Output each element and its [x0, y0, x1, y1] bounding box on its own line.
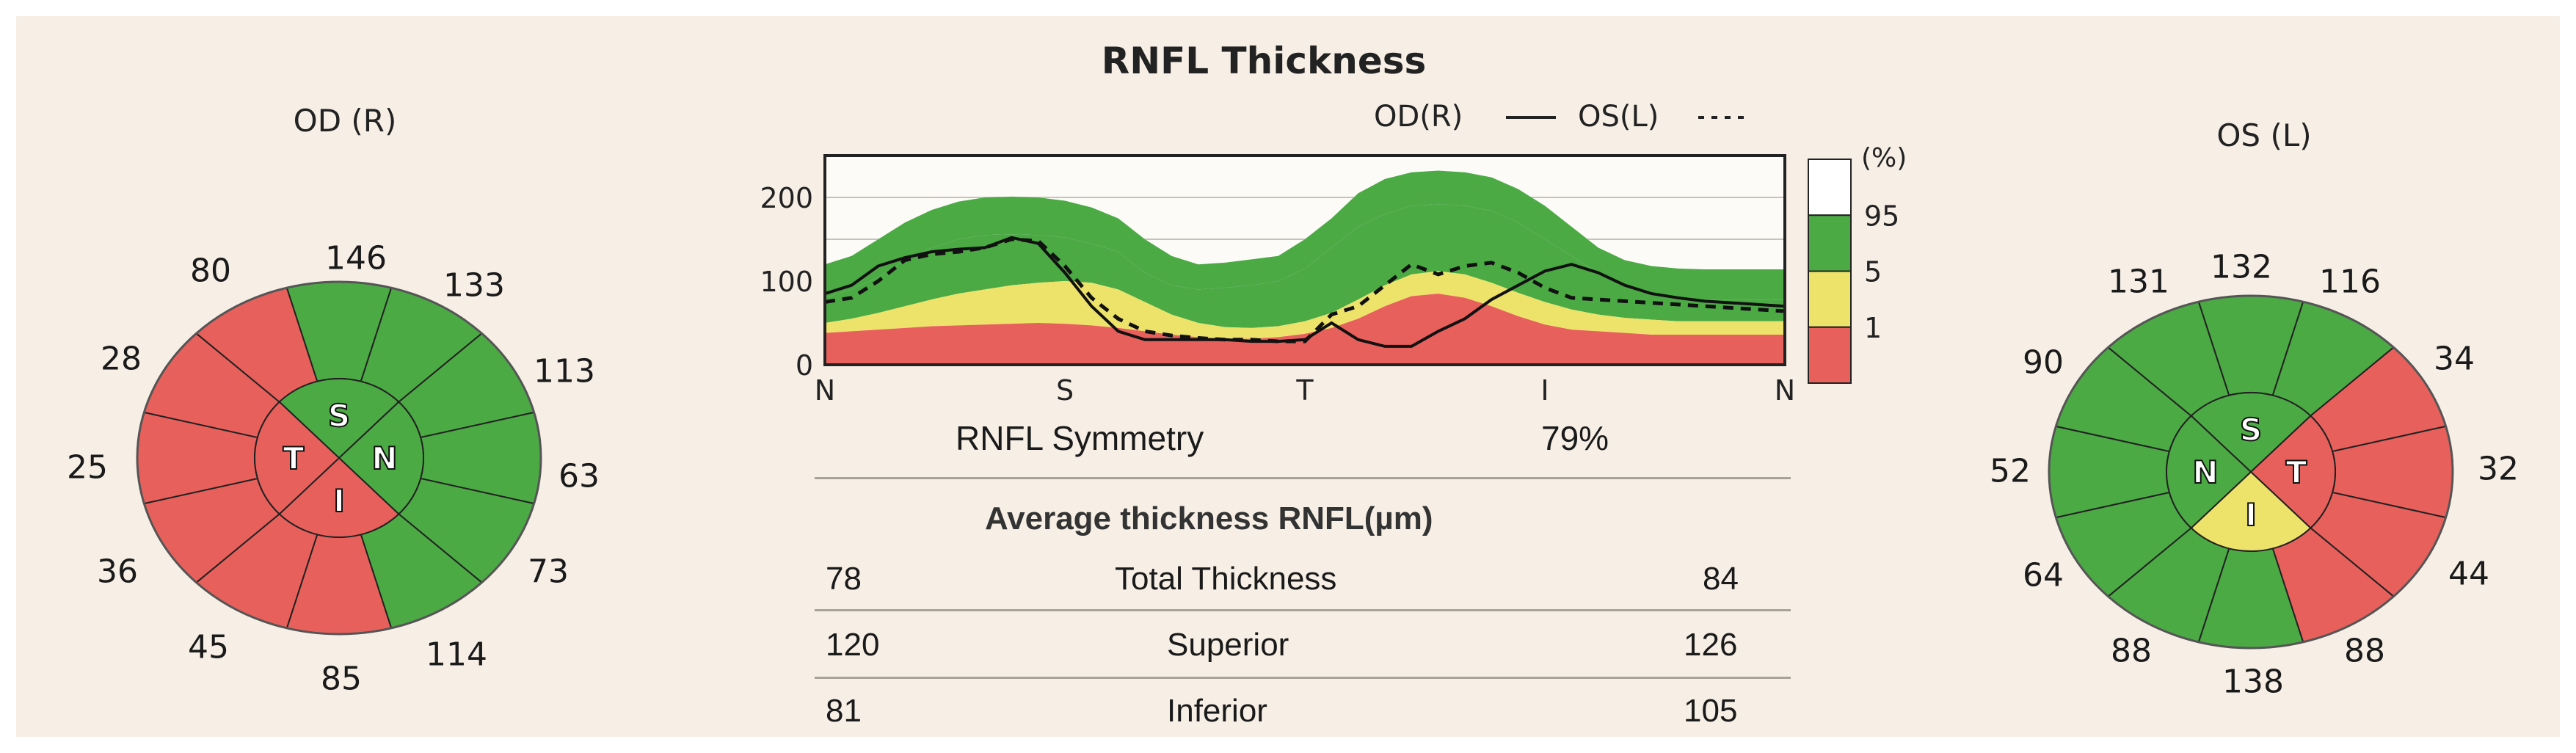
chart-title: RNFL Thickness — [1102, 40, 1427, 82]
band-1-5 — [825, 271, 1785, 339]
quadrant-label: I — [333, 483, 345, 519]
table-row-label: Inferior — [1167, 693, 1267, 729]
scale-label: 1 — [1864, 312, 1882, 344]
scale-unit: (%) — [1861, 143, 1907, 173]
table-od-value: 78 — [826, 561, 862, 597]
os-clock-value: 131 — [2108, 263, 2169, 301]
quadrant-label: S — [2240, 412, 2262, 448]
table-row-label: Superior — [1167, 627, 1289, 663]
divider — [815, 609, 1791, 611]
os-title: OS (L) — [2216, 117, 2312, 153]
band-95-99 — [825, 170, 1785, 300]
symmetry-label: RNFL Symmetry — [956, 419, 1204, 457]
chart-legend: OD(R) OS(L) — [1374, 100, 1744, 134]
symmetry-value: 79% — [1541, 419, 1609, 457]
quadrant-label: N — [2192, 454, 2218, 490]
os-clock-value: 44 — [2448, 555, 2489, 593]
os-clock-value: 88 — [2344, 632, 2385, 670]
os-clock-value: 64 — [2023, 556, 2064, 594]
x-tick-label: T — [1295, 374, 1314, 407]
os-clock-value: 34 — [2434, 340, 2475, 378]
od-clock-value: 80 — [190, 252, 231, 290]
outer-ring — [2048, 294, 2454, 650]
band-5-95 — [825, 204, 1785, 328]
os-clock-value: 90 — [2023, 343, 2064, 382]
quadrant-label: I — [2245, 497, 2257, 533]
table-row-label: Total Thickness — [1115, 561, 1337, 597]
od-clock-value: 45 — [188, 628, 229, 666]
outer-ring — [136, 280, 542, 636]
od-clock-value: 133 — [443, 266, 505, 305]
table-od-value: 120 — [826, 627, 880, 663]
y-tick-label: 200 — [760, 182, 813, 214]
scale-label: 5 — [1864, 256, 1882, 288]
x-tick-label: N — [1775, 374, 1795, 407]
od-clock-value: 63 — [559, 457, 600, 495]
table-od-value: 81 — [826, 693, 862, 729]
quadrant-label: T — [2286, 454, 2307, 490]
quadrant-label: T — [283, 440, 305, 476]
x-tick-label: N — [815, 374, 835, 407]
legend-os-label: OS(L) — [1578, 100, 1659, 134]
table-os-value: 126 — [1684, 627, 1738, 663]
os-clock-value: 52 — [1990, 452, 2031, 490]
y-tick-label: 100 — [760, 266, 813, 298]
quadrant-label: S — [328, 398, 350, 434]
od-clock-value: 25 — [67, 448, 108, 487]
scale-segment — [1808, 326, 1852, 384]
od-clock-value: 146 — [325, 239, 387, 277]
os-clock-value: 138 — [2222, 663, 2284, 701]
table-os-value: 105 — [1684, 693, 1738, 729]
table-os-value: 84 — [1703, 561, 1739, 597]
od-clock-value: 28 — [101, 340, 142, 378]
scale-segment — [1808, 159, 1852, 217]
series-os-line — [824, 237, 1786, 343]
y-tick-label: 0 — [796, 349, 813, 382]
x-tick-label: I — [1540, 374, 1549, 407]
scale-label: 95 — [1864, 200, 1899, 232]
scale-segment — [1808, 270, 1852, 328]
os-clock-value: 88 — [2111, 632, 2152, 670]
os-clock-value: 132 — [2211, 248, 2272, 286]
quadrant-sector — [254, 401, 341, 515]
table-title: Average thickness RNFL(µm) — [985, 501, 1433, 536]
od-clock-value: 114 — [426, 636, 487, 674]
os-clock-value: 32 — [2478, 450, 2519, 488]
od-clock-value: 36 — [97, 553, 138, 591]
od-clock-value: 113 — [534, 352, 595, 390]
x-tick-label: S — [1056, 374, 1074, 407]
plot-frame — [823, 154, 1786, 366]
od-title: OD (R) — [293, 103, 397, 139]
divider — [815, 677, 1791, 679]
scale-segment — [1808, 214, 1852, 272]
band-below-1 — [825, 294, 1785, 365]
divider — [815, 477, 1791, 479]
legend-od-label: OD(R) — [1374, 100, 1463, 134]
od-clock-value: 85 — [321, 660, 362, 698]
os-clock-value: 116 — [2319, 263, 2381, 301]
quadrant-sector — [2166, 415, 2252, 529]
quadrant-label: N — [371, 440, 397, 476]
od-clock-value: 73 — [528, 553, 569, 591]
